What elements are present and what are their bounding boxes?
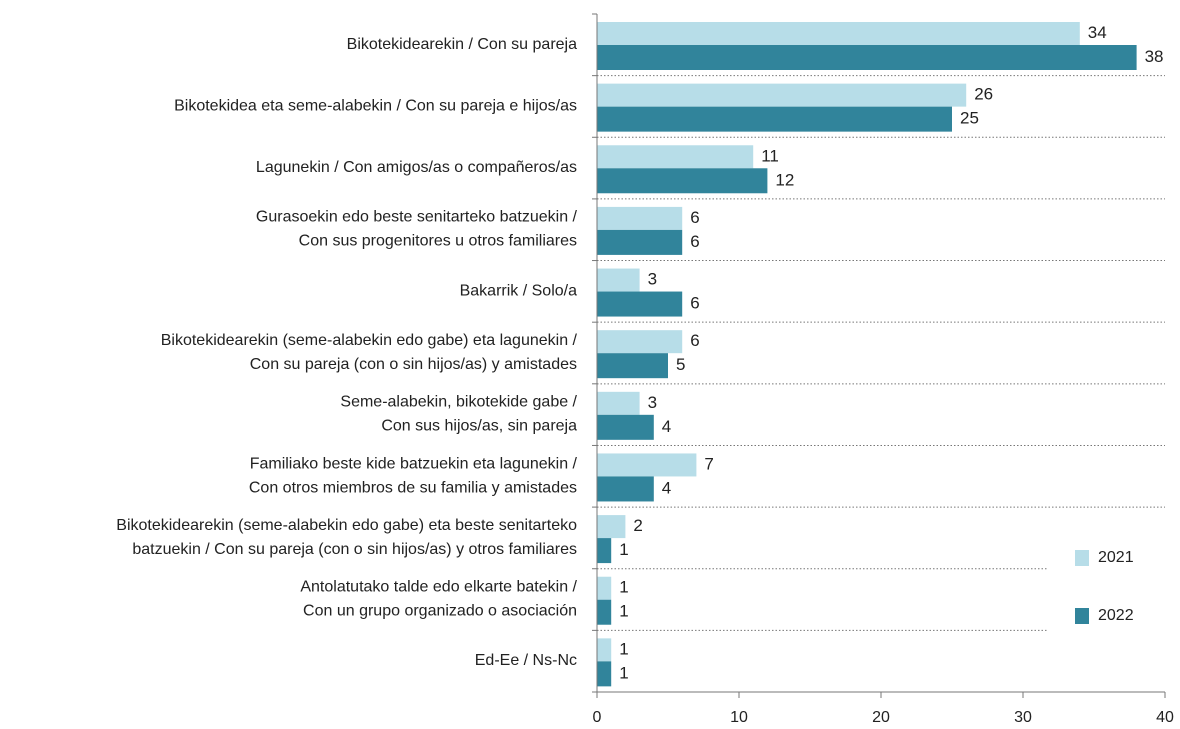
bar [597,106,952,132]
data-label: 1 [619,663,628,682]
data-label: 6 [690,331,699,350]
bar [597,391,640,415]
data-label: 7 [704,454,713,473]
bar [597,661,612,687]
bar [597,353,668,379]
data-label: 3 [648,393,657,412]
bar [597,83,967,107]
bar [597,638,612,662]
bar [597,330,683,354]
bar [597,476,654,502]
category-label: Bikotekidearekin (seme-alabekin edo gabe… [161,332,578,373]
x-tick-label: 10 [730,709,748,726]
category-label: Antolatutako talde edo elkarte batekin /… [300,579,577,620]
category-label: Gurasoekin edo beste senitarteko batzuek… [256,209,578,250]
category-label: Lagunekin / Con amigos/as o compañeros/a… [256,159,577,176]
bar [597,22,1080,45]
category-label: Bikotekidea eta seme-alabekin / Con su p… [174,98,577,115]
data-label: 3 [648,270,657,289]
data-label: 6 [690,232,699,251]
legend-swatch [1075,550,1089,566]
x-tick-label: 30 [1014,709,1032,726]
bar [597,599,612,625]
data-label: 26 [974,85,993,104]
category-label: Familiako beste kide batzuekin eta lagun… [249,455,578,496]
data-label: 6 [690,294,699,313]
data-label: 4 [662,417,671,436]
bar [597,45,1137,70]
bar [597,268,640,292]
bar [597,145,754,169]
data-label: 4 [662,478,671,497]
bar [597,168,768,194]
x-tick-label: 20 [872,709,890,726]
x-tick-label: 40 [1156,709,1174,726]
bar [597,206,683,230]
data-label: 1 [619,540,628,559]
x-tick-label: 0 [593,709,602,726]
legend-label: 2021 [1098,549,1134,566]
data-label: 34 [1088,23,1107,42]
data-label: 1 [619,639,628,658]
bar [597,538,612,564]
data-label: 11 [761,146,779,165]
data-label: 12 [775,170,794,189]
data-label: 38 [1145,47,1164,66]
data-label: 25 [960,109,979,128]
bar [597,291,683,317]
data-label: 5 [676,355,685,374]
category-label: Bikotekidearekin (seme-alabekin edo gabe… [116,517,577,558]
category-label: Bikotekidearekin / Con su pareja [347,36,577,53]
bar [597,414,654,440]
data-label: 1 [619,602,628,621]
bar [597,229,683,255]
data-label: 6 [690,208,699,227]
data-label: 1 [619,578,628,597]
category-label: Bakarrik / Solo/a [460,283,577,300]
data-label: 2 [633,516,642,535]
bar [597,453,697,477]
category-label: Ed-Ee / Ns-Nc [475,652,577,669]
bar [597,515,626,539]
bar [597,576,612,600]
legend-swatch [1075,608,1089,624]
category-label: Seme-alabekin, bikotekide gabe / Con sus … [340,394,577,435]
legend-label: 2022 [1098,607,1134,624]
